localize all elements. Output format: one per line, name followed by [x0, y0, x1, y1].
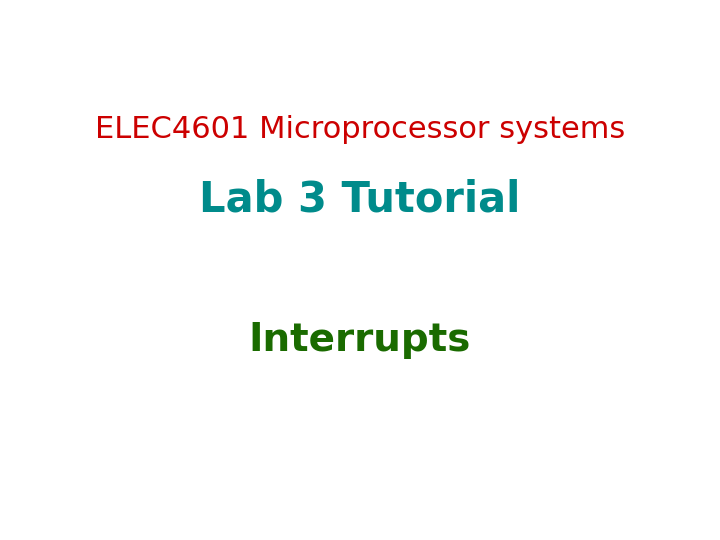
Text: Lab 3 Tutorial: Lab 3 Tutorial — [199, 179, 521, 221]
Text: ELEC4601 Microprocessor systems: ELEC4601 Microprocessor systems — [95, 115, 625, 144]
Text: Interrupts: Interrupts — [249, 321, 471, 359]
